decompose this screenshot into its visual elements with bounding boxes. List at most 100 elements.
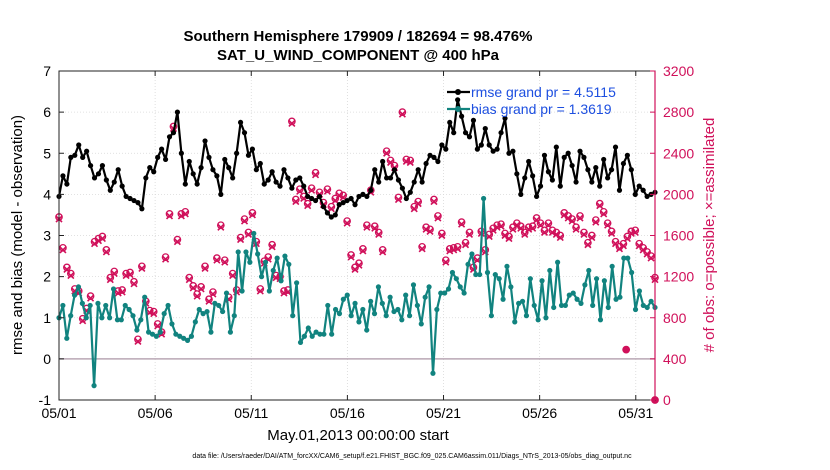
- obs-assimilated-point: [213, 256, 221, 264]
- obs-assimilated-point: [548, 228, 556, 236]
- rmse-point: [628, 167, 634, 173]
- obs-assimilated-point: [102, 248, 110, 256]
- bias-point: [375, 284, 382, 290]
- obs-assimilated-point: [572, 225, 580, 233]
- rmse-point: [198, 165, 204, 171]
- bias-point: [391, 308, 397, 315]
- rmse-point: [356, 193, 362, 200]
- obs-possible-point: [355, 259, 363, 268]
- rmse-point: [553, 144, 559, 150]
- obs-assimilated-point: [619, 242, 627, 250]
- bias-point: [118, 317, 124, 323]
- rmse-point: [99, 162, 106, 169]
- bias-point: [516, 300, 522, 306]
- bias-point: [188, 333, 195, 339]
- rmse-point: [632, 191, 638, 197]
- bias-point: [177, 333, 183, 339]
- data-file-footer: data file: /Users/raeder/DAI/ATM_forcXX/…: [192, 453, 632, 460]
- bias-point: [329, 331, 335, 337]
- obs-assimilated-point: [256, 287, 264, 295]
- rmse-point: [143, 175, 149, 181]
- obs-possible-point: [220, 256, 229, 265]
- bias-point: [368, 298, 374, 304]
- obs-possible-point: [106, 273, 115, 282]
- obs-possible-point: [63, 263, 71, 272]
- y-right-tick-label: 2000: [663, 186, 694, 202]
- bias-point: [621, 255, 627, 261]
- rmse-point: [107, 187, 113, 193]
- rmse-point: [249, 146, 256, 152]
- y-axis-label-right: # of obs: o=possible; ×=assimilated: [701, 118, 718, 353]
- obs-possible-point: [544, 219, 553, 228]
- bias-point: [527, 276, 533, 282]
- rmse-point: [364, 193, 370, 200]
- rmse-point: [616, 187, 623, 193]
- bias-point: [60, 302, 66, 309]
- obs-assimilated-point: [59, 246, 67, 254]
- bias-point: [539, 278, 545, 284]
- rmse-point: [80, 154, 86, 160]
- y-axis-label: rmse and bias (model - observation): [9, 115, 26, 355]
- bias-point: [83, 315, 89, 321]
- obs-possible-point: [185, 273, 194, 282]
- obs-possible-point: [441, 256, 450, 265]
- obs-possible-point: [398, 108, 407, 116]
- bias-point: [445, 286, 452, 292]
- bias-point: [348, 313, 354, 319]
- rmse-point: [435, 158, 441, 165]
- rmse-point: [289, 185, 295, 191]
- rmse-point: [395, 177, 402, 183]
- rmse-point: [391, 167, 398, 173]
- rmse-point: [545, 169, 552, 175]
- obs-possible-point: [295, 185, 304, 194]
- bias-point: [632, 306, 639, 313]
- rmse-point: [601, 156, 607, 163]
- obs-assimilated-point: [355, 261, 363, 269]
- rmse-point: [273, 179, 279, 185]
- obs-possible-point: [520, 228, 529, 237]
- bias-point: [200, 311, 206, 317]
- bias-series: [56, 195, 658, 389]
- bias-point: [134, 327, 140, 333]
- bias-point: [500, 296, 506, 302]
- obs-possible-point: [110, 267, 119, 276]
- obs-assimilated-point: [327, 205, 335, 213]
- bias-point: [258, 274, 265, 280]
- rmse-series: [56, 97, 658, 220]
- obs-possible-point: [647, 252, 655, 260]
- obs-assimilated-point: [106, 276, 114, 284]
- bias-point: [426, 284, 432, 290]
- obs-possible-point: [130, 277, 138, 286]
- rmse-point: [597, 183, 603, 189]
- bias-point: [192, 319, 198, 325]
- rmse-point: [620, 160, 627, 167]
- rmse-point: [84, 148, 90, 154]
- bias-point: [87, 302, 93, 309]
- obs-assimilated-point: [126, 271, 134, 279]
- bias-point: [414, 302, 420, 309]
- rmse-point: [178, 150, 184, 156]
- bias-point: [266, 288, 272, 294]
- rmse-point: [336, 202, 342, 208]
- obs-possible-point: [639, 243, 648, 252]
- x-axis-label: May.01,2013 00:00:00 start: [267, 427, 449, 444]
- legend-rmse-label: rmse grand pr = 4.5115: [471, 84, 616, 100]
- rmse-point: [514, 171, 520, 177]
- obs-possible-point: [288, 117, 296, 126]
- rmse-point: [147, 165, 153, 171]
- obs-possible-point: [378, 246, 387, 254]
- obs-assimilated-point: [600, 210, 608, 218]
- bias-point: [251, 230, 257, 237]
- rmse-point: [348, 195, 354, 202]
- rmse-point: [384, 175, 390, 181]
- bias-point: [71, 292, 78, 298]
- obs-possible-point: [418, 242, 426, 251]
- obs-possible-point: [453, 242, 462, 251]
- obs-assimilated-point: [296, 187, 304, 195]
- obs-assimilated-point: [205, 297, 213, 305]
- bias-point: [149, 331, 156, 337]
- rmse-point: [490, 148, 496, 154]
- x-tick-label: 05/31: [618, 405, 653, 421]
- obs-possible-point: [580, 228, 588, 237]
- bias-point: [613, 296, 619, 302]
